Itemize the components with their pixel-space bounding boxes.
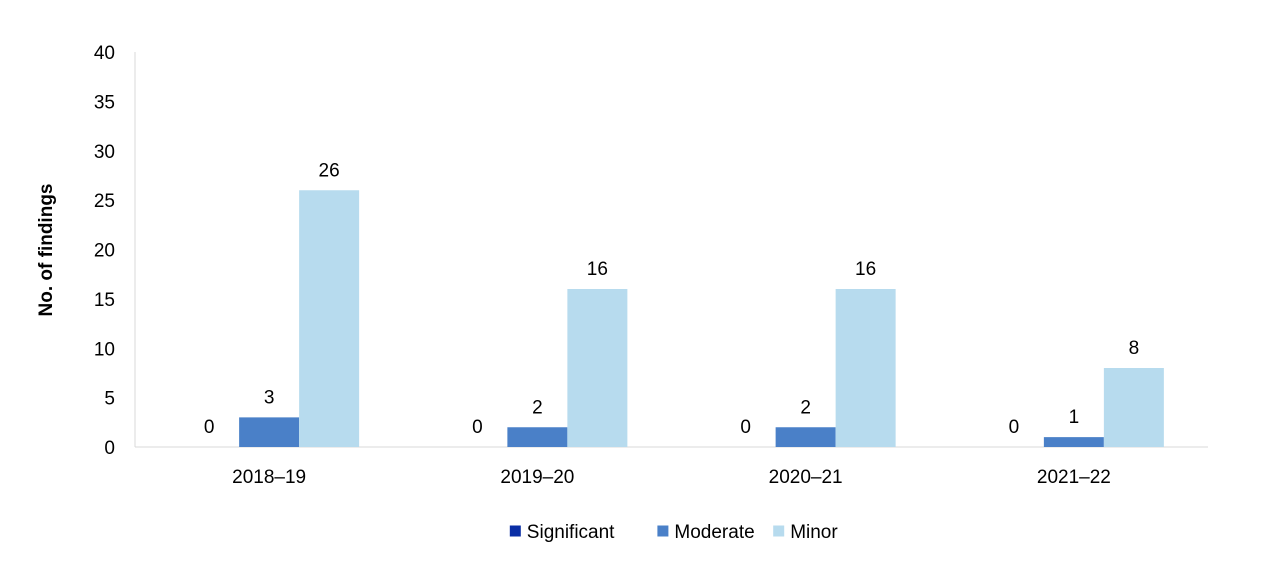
y-axis-ticks: 0 5 10 15 20 25 30 35 40 (94, 43, 115, 459)
data-label: 26 (319, 160, 340, 181)
bar-moderate (239, 417, 300, 447)
bar-minor (299, 190, 360, 447)
y-tick-label: 15 (94, 290, 115, 311)
x-tick-label: 2021–22 (1037, 467, 1111, 488)
bar-moderate (775, 427, 836, 447)
data-label: 16 (855, 259, 876, 280)
data-label: 0 (1009, 417, 1020, 438)
data-label: 0 (472, 417, 483, 438)
y-tick-label: 35 (94, 92, 115, 113)
axes (134, 52, 1208, 448)
data-label: 3 (264, 387, 275, 408)
y-tick-label: 40 (94, 43, 115, 64)
y-tick-label: 25 (94, 191, 115, 212)
legend-label-moderate: Moderate (674, 522, 754, 543)
x-tick-label: 2020–21 (769, 467, 843, 488)
legend: Significant Moderate Minor (509, 522, 838, 543)
legend-label-minor: Minor (790, 522, 838, 543)
data-label: 1 (1069, 407, 1080, 428)
bar-minor (835, 289, 896, 447)
bar-minor (567, 289, 628, 447)
x-axis-labels: 2018–19 2019–20 2020–21 2021–22 (232, 467, 1111, 488)
x-tick-label: 2019–20 (500, 467, 574, 488)
data-label: 2 (532, 397, 543, 418)
data-label: 0 (204, 417, 215, 438)
x-tick-label: 2018–19 (232, 467, 306, 488)
y-tick-label: 30 (94, 142, 115, 163)
data-label: 0 (740, 417, 751, 438)
data-label: 16 (587, 259, 608, 280)
bar-moderate (507, 427, 568, 447)
legend-swatch-minor (773, 525, 785, 537)
legend-label-significant: Significant (527, 522, 615, 543)
data-label: 8 (1129, 338, 1140, 359)
y-tick-label: 20 (94, 241, 115, 262)
y-axis-title: No. of findings (36, 184, 57, 317)
bar-moderate (1043, 437, 1104, 447)
y-tick-label: 10 (94, 339, 115, 360)
legend-swatch-significant (509, 525, 521, 537)
legend-swatch-moderate (657, 525, 669, 537)
y-tick-label: 5 (104, 389, 115, 410)
bars (239, 190, 1164, 447)
y-tick-label: 0 (104, 438, 115, 459)
data-label: 2 (800, 397, 811, 418)
data-labels: 0 3 26 0 2 16 0 2 16 0 1 8 (204, 160, 1139, 438)
bar-minor (1103, 368, 1164, 447)
